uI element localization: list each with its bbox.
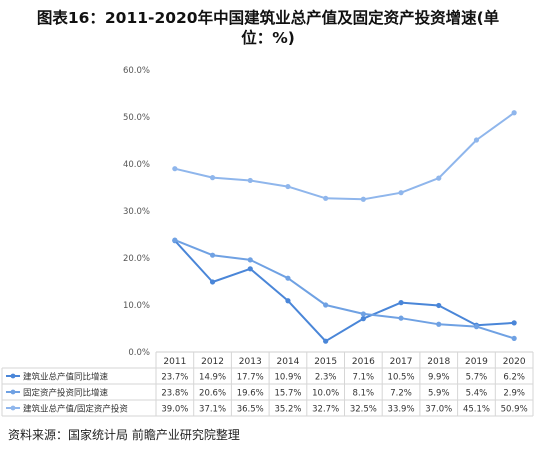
x-tick-label: 2014 [276,357,299,367]
x-tick-label: 2017 [390,357,413,367]
x-tick-label: 2019 [465,357,488,367]
series-3-point [436,175,442,181]
series-1-point [511,320,517,326]
series-1-point [398,300,404,306]
table-cell-value: 39.0% [161,405,188,415]
table-cell-value: 5.9% [428,389,450,399]
series-3-point [323,195,329,201]
series-line-3 [174,111,515,201]
series-1-point [360,316,366,322]
series-2-point [360,311,366,317]
series-3-point [209,175,216,181]
legend-label: 建筑业总产值/固定资产投资 [23,404,128,415]
series-3-point [360,196,366,202]
table-cell-value: 37.1% [199,405,226,415]
y-tick-label: 20.0% [123,254,150,264]
x-tick-label: 2020 [503,357,526,367]
table-cell-value: 14.9% [199,373,226,383]
table-cell-value: 2.3% [315,373,337,383]
series-2-point [285,275,291,281]
series-3-point [511,110,517,116]
x-tick-label: 2016 [352,357,375,367]
y-tick-label: 40.0% [123,160,150,170]
table-cell-value: 45.1% [463,405,490,415]
series-2-point [473,324,480,330]
table-cell-value: 7.1% [353,373,375,383]
series-2-point [323,302,329,308]
series-3-point [285,183,291,190]
y-tick-label: 10.0% [123,301,150,311]
table-cell-value: 10.0% [312,389,339,399]
series-1-point [209,279,216,285]
table-cell-value: 19.6% [237,389,264,399]
y-tick-label: 50.0% [123,113,150,123]
series-1-point [323,338,329,344]
table-cell-value: 50.9% [501,405,528,415]
series-2-point [209,252,216,258]
table-cell-value: 32.5% [350,405,377,415]
y-tick-label: 0.0% [128,348,150,358]
table-cell-value: 23.8% [161,389,188,399]
table-cell-value: 5.7% [466,373,488,383]
series-2-point [247,257,253,263]
table-cell-value: 33.9% [388,405,415,415]
chart-title-line-1: 图表16：2011-2020年中国建筑业总产值及固定资产投资增速(单 [36,9,500,27]
x-tick-label: 2015 [314,357,337,367]
table-cell-value: 17.7% [237,373,264,383]
table-cell-value: 8.1% [353,389,375,399]
legend-label: 建筑业总产值同比增速 [23,372,109,383]
x-tick-label: 2013 [239,357,262,367]
chart-title-line-2: 位：%) [241,29,295,47]
legend-key-marker [10,373,16,379]
table-cell-value: 7.2% [390,389,412,399]
table-cell-value: 35.2% [274,405,301,415]
chart-title: 图表16：2011-2020年中国建筑业总产值及固定资产投资增速(单 位：%) [0,8,536,48]
series-line-2 [174,239,515,340]
table-cell-value: 36.5% [237,405,264,415]
x-tick-label: 2012 [201,357,224,367]
series-2-point [172,237,178,243]
y-tick-label: 60.0% [123,66,150,76]
series-3-point [247,177,253,184]
x-tick-label: 2018 [427,357,450,367]
series-3-point [398,190,404,196]
series-1-point [436,302,442,309]
legend-label: 固定资产投资同比增速 [23,388,109,399]
series-2-point [511,335,517,341]
table-cell-value: 37.0% [425,405,452,415]
table-cell-value: 10.5% [388,373,415,383]
table-cell-value: 32.7% [312,405,339,415]
y-tick-label: 30.0% [123,207,150,217]
x-tick-label: 2011 [163,357,186,367]
series-1-point [285,298,291,304]
series-2-point [398,315,404,321]
series-1-point [247,266,253,272]
table-cell-value: 2.9% [503,389,525,399]
source-note: 资料来源：国家统计局 前瞻产业研究院整理 [8,428,240,442]
series-3-point [172,166,178,172]
table-cell-value: 5.4% [466,389,488,399]
table-cell-value: 10.9% [274,373,301,383]
series-3-point [473,137,480,143]
legend-key-marker [10,405,16,411]
table-cell-value: 9.9% [428,373,450,383]
table-cell-value: 23.7% [161,373,188,383]
series-line-1 [174,239,515,343]
series-2-point [436,321,442,327]
table-cell-value: 15.7% [274,389,301,399]
legend-key-marker [10,389,16,395]
table-cell-value: 6.2% [503,373,525,383]
table-cell-value: 20.6% [199,389,226,399]
